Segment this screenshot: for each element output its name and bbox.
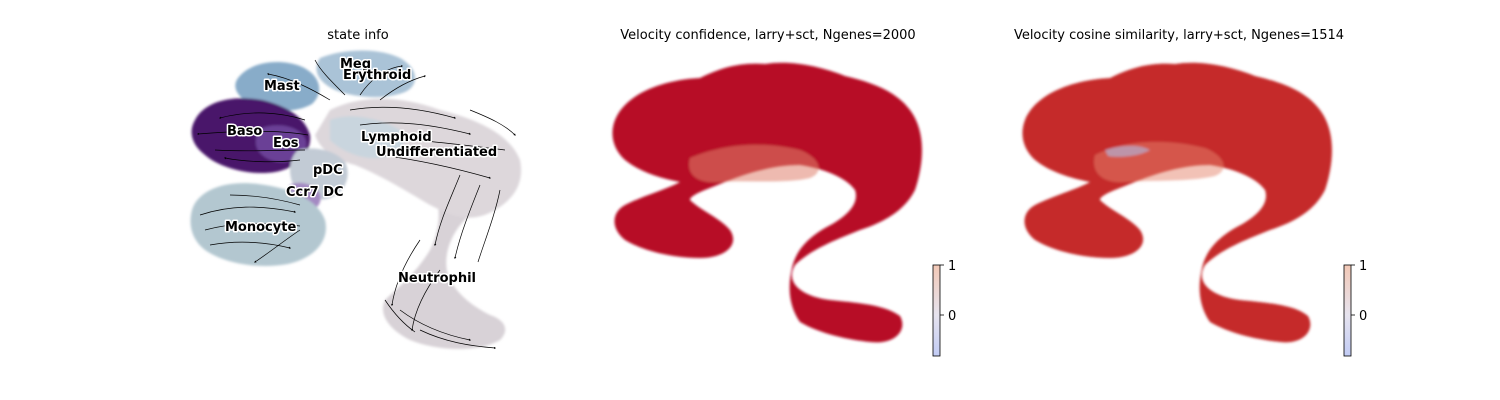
embedding-blue-speckle <box>1105 145 1150 157</box>
colorbar-tick-label-1: 1 <box>1359 259 1367 274</box>
cluster-region-monocyte <box>190 183 326 267</box>
streamline <box>399 309 472 341</box>
embedding-lighter-region <box>689 144 819 183</box>
streamline <box>391 239 421 307</box>
velocity-cosine-panel: 1 0 <box>1022 62 1367 357</box>
streamline <box>359 122 472 135</box>
streamline <box>223 157 301 163</box>
streamline <box>349 106 457 119</box>
panel-title-velocity-cosine-similarity: Velocity cosine similarity, larry+sct, N… <box>1014 28 1344 43</box>
panel-title-state-info: state info <box>327 28 388 43</box>
cluster-region-lymphoid <box>330 116 404 159</box>
streamline <box>384 299 416 333</box>
cluster-label-eos: Eos <box>273 136 299 151</box>
cluster-regions <box>190 50 522 349</box>
state-info-panel: Meg Erythroid Mast Baso Eos Lymphoid Und… <box>190 50 522 350</box>
streamline <box>379 154 492 179</box>
cluster-labels: Meg Erythroid Mast Baso Eos Lymphoid Und… <box>224 56 499 288</box>
velocity-confidence-panel: 1 0 <box>612 62 956 357</box>
cluster-label-lymphoid: Lymphoid <box>361 130 432 145</box>
cluster-label-meg: Meg <box>340 57 371 72</box>
embedding-shape <box>612 62 922 343</box>
cluster-label-monocyte: Monocyte <box>225 220 296 235</box>
cluster-label-mast: Mast <box>264 79 300 94</box>
streamline <box>434 174 461 247</box>
streamline <box>359 65 404 96</box>
confidence-embedding <box>612 62 922 343</box>
streamline <box>314 59 346 96</box>
colorbar-tick-label-0: 0 <box>948 309 956 324</box>
cluster-label-pdc: pDC <box>313 163 343 178</box>
cluster-label-neutrophil: Neutrophil <box>398 271 476 286</box>
embedding-shape <box>1022 62 1332 343</box>
streamline <box>204 223 301 231</box>
streamline <box>477 189 501 263</box>
streamline <box>254 229 301 263</box>
cluster-label-ccr7-dc: Ccr7 DC <box>286 185 344 200</box>
cluster-region-erythroid <box>316 50 416 98</box>
streamline <box>454 184 481 260</box>
streamline <box>379 75 427 101</box>
cluster-label-undifferentiated: Undifferentiated <box>376 145 497 160</box>
cosine-embedding <box>1022 62 1332 343</box>
streamline <box>419 329 497 350</box>
colorbar-confidence <box>932 264 941 357</box>
colorbar-tick-label-0: 0 <box>1359 309 1367 324</box>
panel-title-velocity-confidence: Velocity confidence, larry+sct, Ngenes=2… <box>620 28 915 43</box>
streamline <box>369 139 506 151</box>
cluster-label-baso: Baso <box>227 124 262 139</box>
streamline <box>411 269 441 332</box>
cluster-region-eos <box>255 125 307 163</box>
streamline <box>196 130 309 136</box>
colorbar-tick-label-1: 1 <box>948 259 956 274</box>
streamline <box>214 149 306 152</box>
streamline <box>266 73 331 101</box>
streamline <box>469 109 516 136</box>
cluster-region-mast <box>235 62 320 111</box>
streamline <box>229 194 301 206</box>
streamline <box>218 112 306 121</box>
colorbar-cosine <box>1343 264 1352 357</box>
streamline <box>209 241 292 249</box>
velocity-streamlines <box>196 59 516 350</box>
streamline <box>199 206 297 216</box>
cluster-label-erythroid: Erythroid <box>343 68 411 83</box>
